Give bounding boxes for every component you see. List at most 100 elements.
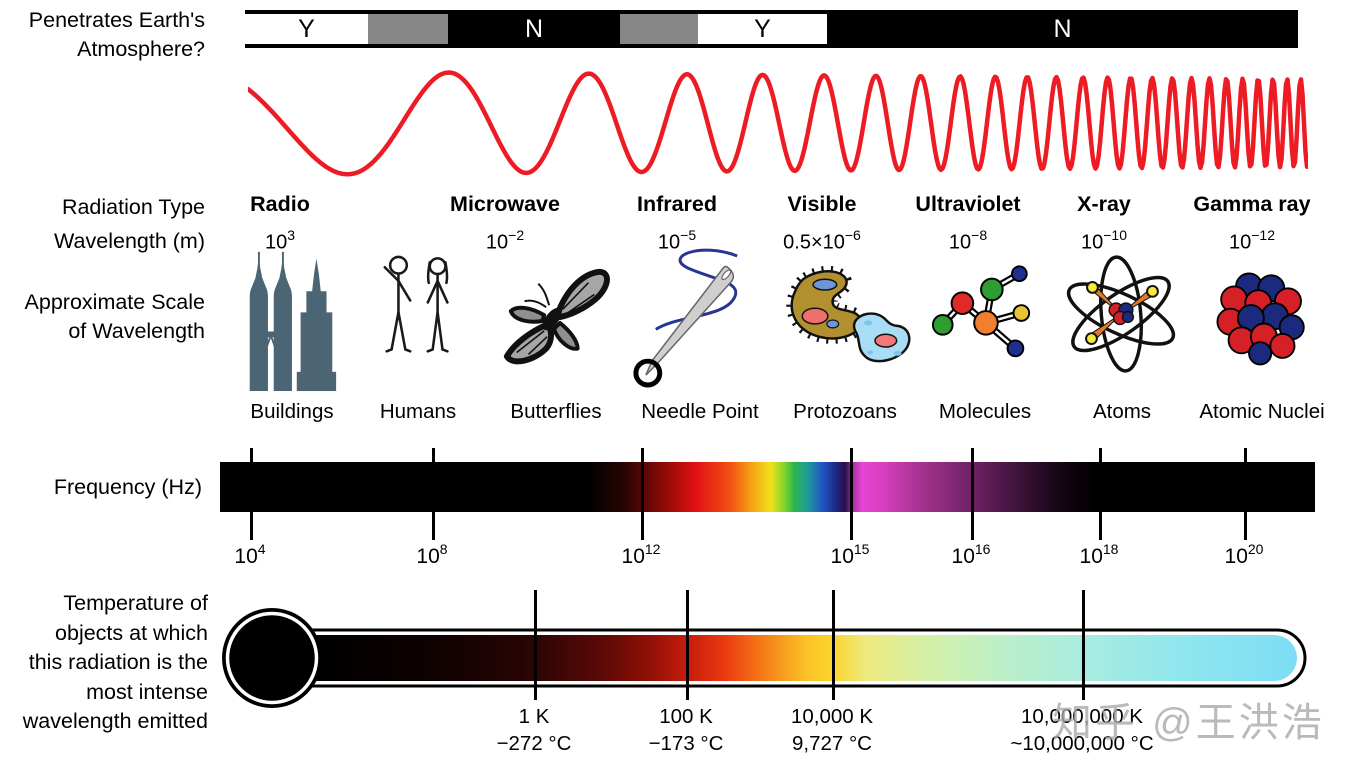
molecule-icon [928, 260, 1040, 370]
object-scale-label: Needle Point [641, 400, 759, 423]
needle-icon [626, 246, 760, 390]
atmosphere-segment-label: N [1053, 14, 1072, 43]
frequency-exponent: 12 [644, 541, 661, 557]
temperature-kelvin: 10,000 K [790, 705, 874, 728]
buildings-icon [243, 248, 339, 392]
atmosphere-segment-y: Y [698, 14, 827, 44]
frequency-tick-label: 1012 [621, 541, 661, 569]
wavelength-base: 10 [948, 231, 972, 254]
radiation-band-name: Ultraviolet [915, 192, 1021, 216]
radiation-band-name: Gamma ray [1193, 192, 1311, 216]
radiation-band-name: Visible [787, 192, 857, 216]
object-scale-label: Humans [379, 400, 457, 423]
atom-icon [1058, 252, 1184, 376]
frequency-tick [1244, 448, 1247, 540]
frequency-exponent: 20 [1247, 541, 1264, 557]
frequency-label: Frequency (Hz) [53, 475, 202, 499]
frequency-tick [250, 448, 253, 540]
frequency-tick [1099, 448, 1102, 540]
radiation-type-label: Radiation Type [61, 195, 205, 219]
wavelength-exponent: −6 [844, 227, 861, 243]
radiation-band-wavelength: 0.5×10−6 [783, 227, 861, 255]
atmosphere-segment-y: Y [245, 14, 368, 44]
wavelength-base: 10 [485, 231, 509, 254]
radiation-band-name: X-ray [1077, 192, 1131, 216]
temperature-kelvin: 10,000,000 K [1021, 705, 1143, 728]
approximate-scale-line1: Approximate Scale [24, 290, 205, 314]
temperature-tick [832, 590, 835, 700]
radiation-band-name: Microwave [450, 192, 560, 216]
wavelength-base: 0.5×10 [783, 231, 845, 254]
radiation-band-wavelength: 10−5 [657, 227, 697, 255]
temperature-kelvin: 1 K [518, 705, 550, 728]
frequency-base: 10 [416, 545, 440, 568]
radiation-band-wavelength: 10−12 [1229, 227, 1275, 255]
temperature-tick-label: 100 K −173 °C [649, 703, 724, 757]
temperature-tick [686, 590, 689, 700]
frequency-exponent: 18 [1102, 541, 1119, 557]
frequency-tick-label: 108 [416, 541, 447, 569]
atmosphere-segment-label: N [524, 14, 544, 43]
frequency-base: 10 [234, 545, 258, 568]
wavelength-exponent: 3 [287, 227, 296, 243]
atmosphere-segment-n: N [448, 10, 620, 48]
protozoans-icon [775, 262, 919, 378]
temperature-line1: Temperature of [63, 591, 208, 615]
em-wave-path [248, 70, 1308, 177]
humans-icon [374, 252, 464, 392]
frequency-base: 10 [830, 545, 854, 568]
temperature-tick [1082, 590, 1085, 700]
object-scale-label: Atoms [1092, 400, 1152, 423]
radiation-band-wavelength: 10−10 [1081, 227, 1127, 255]
radiation-band-name: Infrared [636, 192, 718, 216]
temperature-celsius: −173 °C [648, 732, 724, 755]
temperature-description-label: Temperature of objects at which this rad… [0, 589, 208, 737]
wavelength-exponent: −5 [680, 227, 697, 243]
frequency-tick-label: 104 [234, 541, 266, 569]
thermometer-bulb [222, 608, 322, 708]
atmosphere-question-label: Penetrates Earth's Atmosphere? [0, 6, 205, 64]
atmosphere-segment-label: Y [298, 14, 315, 43]
object-scale-label: Buildings [250, 400, 334, 423]
temperature-line5: wavelength emitted [22, 709, 208, 733]
object-scale-label: Molecules [938, 400, 1032, 423]
thermometer [222, 608, 1307, 708]
radiation-wavelength-labels: Radiation Type Wavelength (m) [0, 193, 205, 256]
frequency-tick-label: 1015 [830, 541, 870, 569]
radiation-band-name: Radio [250, 192, 310, 216]
wavelength-label: Wavelength (m) [54, 229, 205, 253]
frequency-base: 10 [951, 545, 975, 568]
wavelength-base: 10 [1229, 231, 1252, 254]
wavelength-exponent: −2 [508, 227, 525, 243]
frequency-exponent: 4 [257, 541, 266, 557]
atmosphere-segment-gap [620, 14, 698, 44]
frequency-tick [432, 448, 435, 540]
temperature-celsius: ~10,000,000 °C [1010, 732, 1154, 755]
object-scale-label: Protozoans [793, 400, 897, 423]
frequency-exponent: 15 [853, 541, 870, 557]
object-scale-label: Atomic Nuclei [1199, 400, 1325, 423]
temperature-tick [534, 590, 537, 700]
frequency-base: 10 [621, 545, 645, 568]
radiation-band-wavelength: 10−2 [485, 227, 525, 255]
frequency-tick [641, 448, 644, 540]
radiation-band-wavelength: 10−8 [948, 227, 987, 255]
radiation-band-wavelength: 103 [265, 227, 296, 255]
object-scale-label: Butterflies [510, 400, 602, 423]
temperature-tick-label: 1 K −272 °C [497, 703, 572, 757]
temperature-line4: most intense [86, 679, 208, 704]
em-wave [248, 70, 1308, 177]
atmosphere-segment-label: Y [754, 14, 771, 43]
wavelength-base: 10 [657, 231, 681, 254]
thermometer-tube-fill [309, 635, 1297, 681]
frequency-tick-label: 1016 [951, 541, 991, 569]
frequency-base: 10 [1224, 545, 1248, 568]
wavelength-exponent: −12 [1251, 227, 1275, 243]
temperature-celsius: −272 °C [496, 732, 572, 755]
temperature-line3: this radiation is the [28, 650, 208, 674]
thermometer-bulb-ring [225, 611, 319, 705]
atmosphere-question-line2: Atmosphere? [77, 37, 205, 61]
frequency-exponent: 16 [974, 541, 991, 557]
